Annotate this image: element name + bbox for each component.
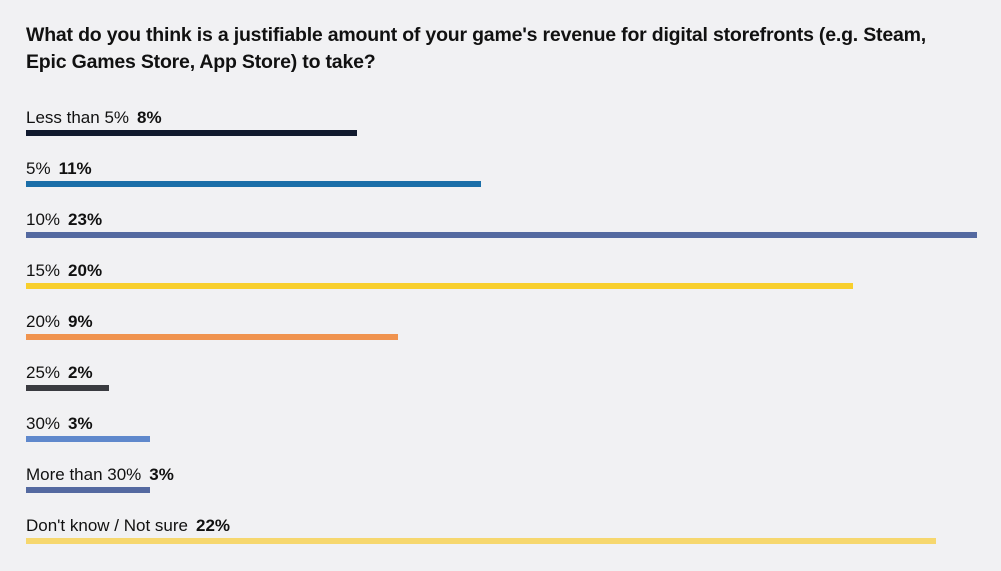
category-label: 25% 2% bbox=[26, 362, 93, 384]
bar-row: 30% 3% bbox=[26, 413, 986, 453]
category-text: 5% bbox=[26, 159, 51, 178]
bar-row: More than 30% 3% bbox=[26, 464, 986, 504]
category-text: More than 30% bbox=[26, 465, 142, 484]
bar-row: Less than 5% 8% bbox=[26, 107, 986, 147]
category-text: 25% bbox=[26, 363, 61, 382]
value-label: 11% bbox=[58, 159, 92, 178]
category-text: 15% bbox=[26, 261, 61, 280]
bar bbox=[26, 334, 399, 340]
bar-row: 20% 9% bbox=[26, 311, 986, 351]
bar-row: 10% 23% bbox=[26, 209, 986, 249]
category-label: 30% 3% bbox=[26, 413, 93, 435]
category-label: Less than 5% 8% bbox=[26, 107, 162, 129]
value-label: 22% bbox=[195, 516, 231, 535]
category-text: 10% bbox=[26, 210, 61, 229]
bar-row: 15% 20% bbox=[26, 260, 986, 300]
bar bbox=[26, 232, 977, 238]
bar bbox=[26, 283, 853, 289]
bar bbox=[26, 538, 936, 544]
category-label: More than 30% 3% bbox=[26, 464, 174, 486]
chart-title: What do you think is a justifiable amoun… bbox=[26, 24, 926, 73]
bar bbox=[26, 385, 109, 391]
category-label: 5% 11% bbox=[26, 158, 92, 180]
value-label: 8% bbox=[137, 108, 162, 127]
category-label: 15% 20% bbox=[26, 260, 102, 282]
category-label: 10% 23% bbox=[26, 209, 102, 231]
value-label: 3% bbox=[149, 465, 174, 484]
category-label: Don't know / Not sure 22% bbox=[26, 515, 230, 537]
value-label: 9% bbox=[68, 312, 93, 331]
category-text: Don't know / Not sure bbox=[26, 516, 188, 535]
bar-row: 5% 11% bbox=[26, 158, 986, 198]
bar-row: 25% 2% bbox=[26, 362, 986, 402]
value-label: 2% bbox=[68, 363, 93, 382]
bar bbox=[26, 487, 151, 493]
category-label: 20% 9% bbox=[26, 311, 93, 333]
bar bbox=[26, 130, 357, 136]
bar-row: Don't know / Not sure 22% bbox=[26, 515, 986, 555]
value-label: 3% bbox=[68, 414, 93, 433]
bar bbox=[26, 436, 151, 442]
category-text: 30% bbox=[26, 414, 61, 433]
category-text: 20% bbox=[26, 312, 61, 331]
value-label: 20% bbox=[68, 261, 103, 280]
bar bbox=[26, 181, 481, 187]
value-label: 23% bbox=[68, 210, 103, 229]
category-text: Less than 5% bbox=[26, 108, 130, 127]
